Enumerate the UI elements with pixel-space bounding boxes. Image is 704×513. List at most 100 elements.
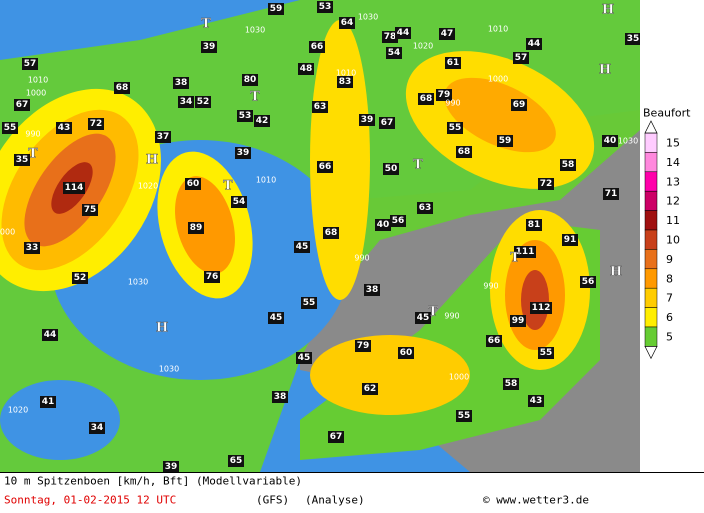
isobar-label: 1000 [0, 228, 15, 237]
pressure-center: T [28, 147, 38, 162]
gust-label: 67 [330, 432, 343, 442]
gust-label: 41 [42, 397, 55, 407]
gust-label-box [204, 271, 220, 283]
gust-label: 83 [339, 77, 352, 87]
isobar-label: 1000 [26, 89, 46, 98]
gust-label: 37 [157, 132, 170, 142]
gust-label-box [24, 242, 40, 254]
gust-label-box [88, 118, 104, 130]
gust-label-box [317, 1, 333, 13]
gust-label-box [456, 146, 472, 158]
gust-label: 63 [314, 102, 327, 112]
gust-label: 111 [516, 247, 535, 257]
gust-label-box [195, 96, 211, 108]
gust-label-box [538, 347, 554, 359]
gust-label: 75 [84, 205, 97, 215]
gust-label-box [447, 122, 463, 134]
legend-swatch [644, 190, 658, 211]
gust-label-box [603, 188, 619, 200]
gust-label-box [510, 315, 526, 327]
gust-label: 65 [230, 456, 243, 466]
gust-label: 66 [311, 42, 324, 52]
gust-label: 66 [488, 336, 501, 346]
gust-label: 59 [270, 4, 283, 14]
pressure-center: T [250, 90, 260, 105]
gust-label: 59 [499, 136, 512, 146]
gust-label: 79 [357, 341, 370, 351]
gust-label-box [526, 38, 542, 50]
isobar-label: 1010 [256, 176, 276, 185]
gust-label: 72 [90, 119, 103, 129]
pressure-center: T [201, 17, 211, 32]
gust-label-box [486, 335, 502, 347]
gust-label: 57 [515, 53, 528, 63]
gust-label: 39 [203, 42, 216, 52]
gust-zone-10 [521, 270, 549, 330]
gust-label-box [63, 182, 85, 194]
gust-label-box [511, 99, 527, 111]
gust-label-box [355, 340, 371, 352]
gust-label-box [530, 302, 552, 314]
gust-label-box [415, 312, 431, 324]
gust-label-box [417, 202, 433, 214]
gust-label: 47 [441, 29, 454, 39]
gust-label: 38 [175, 78, 188, 88]
gust-label: 44 [528, 39, 541, 49]
pressure-center: H [146, 153, 158, 168]
gust-label-box [514, 246, 536, 258]
map-labels: 57 67 55 35 43 72 68 114 75 33 52 44 41 34 39 65 67 55 43 5… [0, 1, 641, 473]
gust-label-box [445, 57, 461, 69]
gust-label: 38 [366, 285, 379, 295]
gust-label: 61 [447, 58, 460, 68]
gust-zone-7 [310, 335, 470, 415]
pressure-center: T [428, 305, 438, 320]
gust-label: 35 [16, 155, 29, 165]
isobar-label: 990 [354, 254, 369, 263]
gust-label: 58 [505, 379, 518, 389]
legend-swatch [644, 326, 658, 347]
isobar-label: 1020 [138, 182, 158, 191]
gust-label: 38 [274, 392, 287, 402]
gust-label: 60 [187, 179, 200, 189]
gust-label-box [2, 122, 18, 134]
footer-description: 10 m Spitzenboen [km/h, Bft] (Modellvari… [4, 475, 302, 488]
gust-label-box [390, 215, 406, 227]
gust-label: 55 [303, 298, 316, 308]
gust-label: 62 [364, 384, 377, 394]
isobar-label: 1020 [8, 406, 28, 415]
legend-swatch [644, 229, 658, 250]
legend-swatch [644, 210, 658, 231]
gust-label: 55 [449, 123, 462, 133]
gust-label: 99 [512, 316, 525, 326]
isobar-label: 1030 [358, 13, 378, 22]
gust-zone-8 [175, 176, 235, 274]
pressure-center: H [156, 321, 168, 336]
gust-label-box [580, 276, 596, 288]
gust-label-box [528, 395, 544, 407]
gust-label-box [602, 135, 618, 147]
gust-label-box [337, 76, 353, 88]
gust-label: 40 [604, 136, 617, 146]
gust-label-box [188, 222, 204, 234]
gust-label-box [268, 3, 284, 15]
gust-label: 39 [361, 115, 374, 125]
gust-label: 43 [530, 396, 543, 406]
gust-label-box [294, 241, 310, 253]
gust-label-box [82, 204, 98, 216]
gust-label: 33 [26, 243, 39, 253]
gust-zone-8 [444, 77, 556, 153]
gust-label: 91 [564, 235, 577, 245]
gust-label: 56 [582, 277, 595, 287]
gust-label: 55 [4, 123, 17, 133]
gust-label-box [296, 352, 312, 364]
gust-label-box [383, 163, 399, 175]
gust-label-box [526, 219, 542, 231]
gust-label-box [173, 77, 189, 89]
legend-arrow-bottom [644, 346, 658, 360]
gust-label-box [359, 114, 375, 126]
gust-label-box [418, 93, 434, 105]
gust-label-box [560, 159, 576, 171]
gust-label-box [228, 455, 244, 467]
legend-level: 9 [666, 253, 673, 266]
